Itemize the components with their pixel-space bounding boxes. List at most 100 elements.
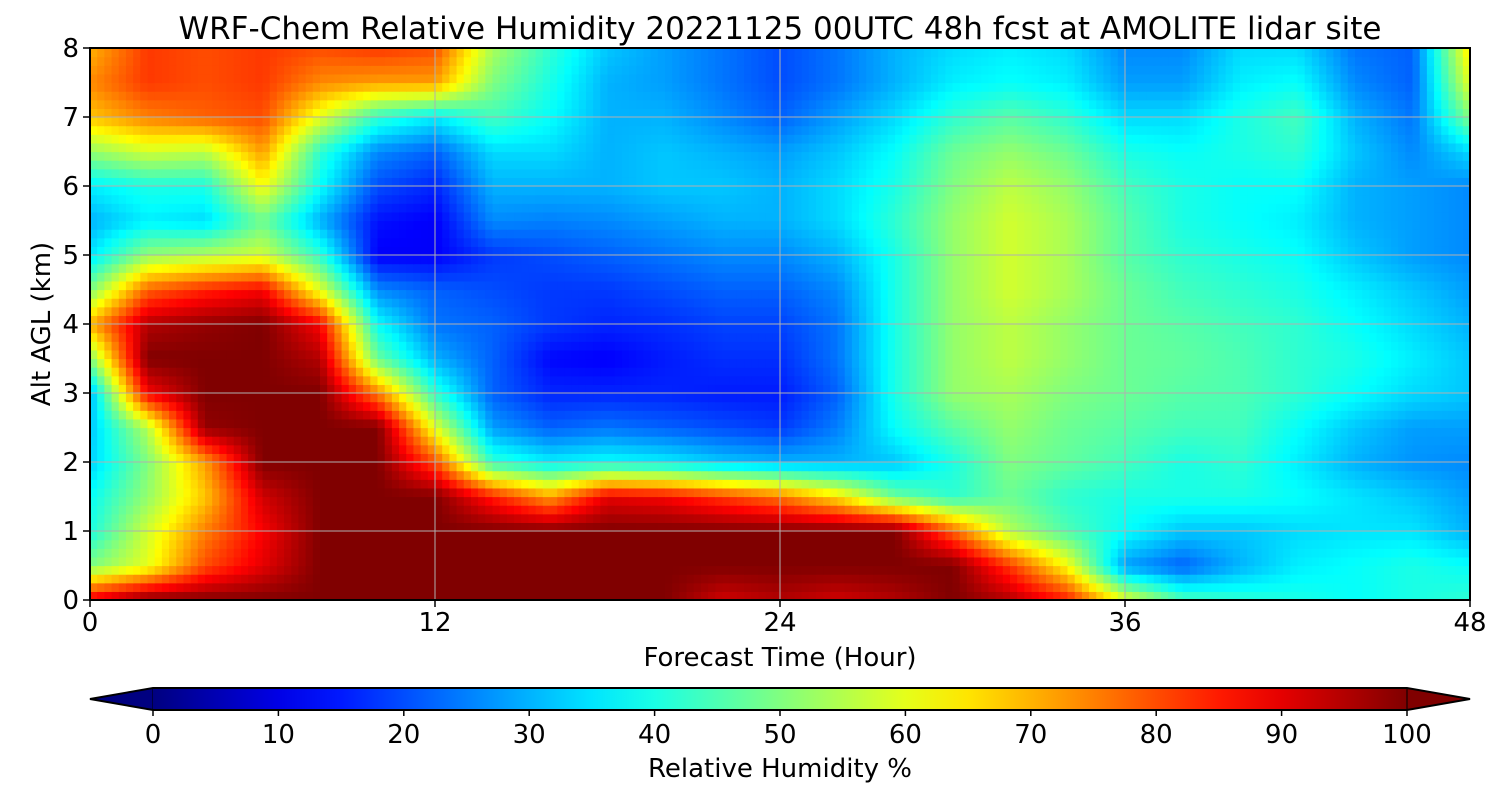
heatmap-cell <box>564 444 573 454</box>
heatmap-cell <box>514 479 522 489</box>
heatmap-cell <box>269 453 278 463</box>
heatmap-cell <box>887 582 896 592</box>
heatmap-cell <box>90 574 98 584</box>
heatmap-cell <box>291 470 300 480</box>
heatmap-cell <box>729 574 738 584</box>
heatmap-cell <box>1024 513 1033 523</box>
heatmap-cell <box>1146 444 1155 454</box>
heatmap-cell <box>1017 453 1025 463</box>
heatmap-cell <box>808 487 817 498</box>
heatmap-cell <box>1182 531 1191 541</box>
heatmap-cell <box>169 582 177 592</box>
heatmap-cell <box>212 393 220 403</box>
heatmap-cell <box>650 393 659 403</box>
heatmap-cell <box>327 487 335 498</box>
heatmap-cell <box>593 556 601 567</box>
heatmap-cell <box>657 393 666 403</box>
heatmap-cell <box>1153 539 1162 549</box>
heatmap-cell <box>1448 462 1457 472</box>
heatmap-cell <box>456 591 465 600</box>
heatmap-cell <box>341 453 350 463</box>
heatmap-cell <box>226 470 235 480</box>
heatmap-cell <box>808 505 817 515</box>
heatmap-cell <box>614 505 623 515</box>
heatmap-cell <box>1340 496 1349 506</box>
heatmap-cell <box>248 393 256 403</box>
heatmap-cell <box>1089 444 1097 454</box>
heatmap-cell <box>1060 462 1069 472</box>
heatmap-cell <box>514 539 522 549</box>
heatmap-cell <box>183 565 192 575</box>
heatmap-cell <box>1240 539 1248 549</box>
heatmap-cell <box>1376 418 1385 429</box>
heatmap-cell <box>226 556 235 567</box>
heatmap-cell <box>729 427 738 437</box>
heatmap-cell <box>1067 513 1076 523</box>
heatmap-cell <box>887 479 896 489</box>
heatmap-cell <box>607 496 616 506</box>
heatmap-cell <box>1232 410 1241 420</box>
heatmap-cell <box>758 556 767 567</box>
heatmap-cell <box>1132 556 1140 567</box>
heatmap-cell <box>348 539 357 549</box>
heatmap-cell <box>384 496 393 506</box>
heatmap-cell <box>406 591 415 600</box>
heatmap-cell <box>700 487 709 498</box>
heatmap-cell <box>427 539 436 549</box>
heatmap-cell <box>90 453 98 463</box>
heatmap-cell <box>708 462 716 472</box>
heatmap-cell <box>1232 548 1241 558</box>
heatmap-cell <box>1275 375 1284 385</box>
heatmap-cell <box>700 401 709 411</box>
heatmap-cell <box>952 384 961 394</box>
heatmap-cell <box>1462 513 1470 523</box>
heatmap-cell <box>643 522 652 532</box>
heatmap-cell <box>312 565 321 575</box>
heatmap-cell <box>815 427 824 437</box>
heatmap-cell <box>463 582 472 592</box>
heatmap-cell <box>794 410 803 420</box>
heatmap-cell <box>305 418 314 429</box>
heatmap-cell <box>190 505 199 515</box>
heatmap-cell <box>269 487 278 498</box>
heatmap-cell <box>880 539 889 549</box>
heatmap-cell <box>1441 427 1450 437</box>
heatmap-cell <box>830 444 839 454</box>
heatmap-cell <box>1462 591 1470 600</box>
heatmap-cell <box>377 522 386 532</box>
heatmap-cell <box>578 539 587 549</box>
heatmap-cell <box>1132 591 1140 600</box>
heatmap-cell <box>1110 444 1119 454</box>
heatmap-cell <box>1247 591 1255 600</box>
heatmap-cell <box>1347 479 1356 489</box>
heatmap-cell <box>988 444 997 454</box>
heatmap-cell <box>571 574 580 584</box>
heatmap-cell <box>399 436 407 446</box>
heatmap-cell <box>1398 531 1406 541</box>
heatmap-cell <box>672 565 680 575</box>
heatmap-cell <box>1405 384 1414 394</box>
heatmap-cell <box>693 556 702 567</box>
heatmap-cell <box>700 410 709 420</box>
heatmap-cell <box>859 522 867 532</box>
heatmap-cell <box>916 582 925 592</box>
heatmap-cell <box>276 522 285 532</box>
heatmap-cell <box>470 410 479 420</box>
heatmap-cell <box>348 496 357 506</box>
heatmap-cell <box>621 418 630 429</box>
heatmap-cell <box>125 384 134 394</box>
heatmap-cell <box>1189 505 1198 515</box>
heatmap-cell <box>1448 401 1457 411</box>
heatmap-cell <box>1110 531 1119 541</box>
heatmap-cell <box>672 574 680 584</box>
heatmap-cell <box>1275 539 1284 549</box>
heatmap-cell <box>1268 591 1277 600</box>
heatmap-cell <box>830 565 839 575</box>
heatmap-cell <box>1211 418 1220 429</box>
heatmap-cell <box>794 393 803 403</box>
heatmap-cell <box>1089 531 1097 541</box>
heatmap-cell <box>154 436 163 446</box>
heatmap-cell <box>1268 453 1277 463</box>
heatmap-cell <box>794 375 803 385</box>
heatmap-cell <box>621 556 630 567</box>
